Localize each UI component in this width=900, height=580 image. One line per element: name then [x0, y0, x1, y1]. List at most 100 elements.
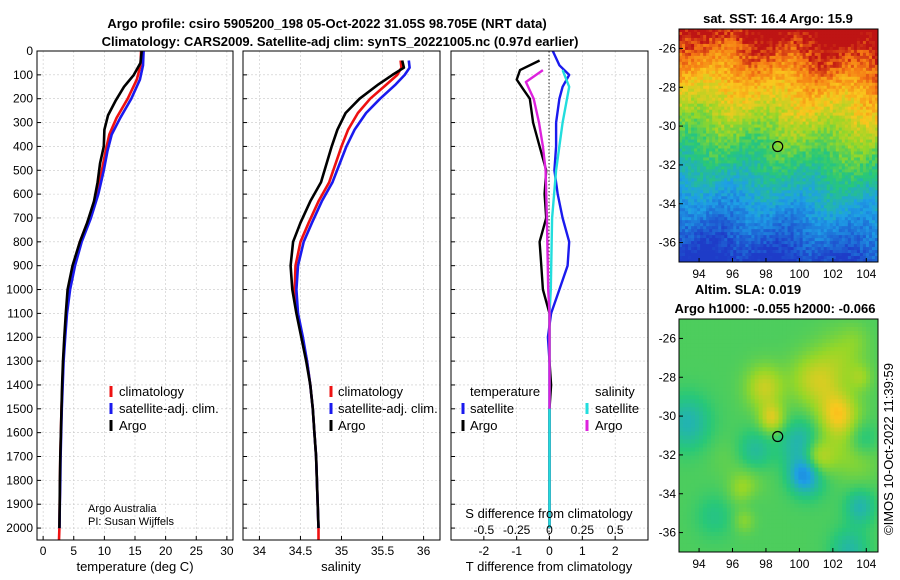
- figure-title-line1: Argo profile: csiro 5905200_198 05-Oct-2…: [107, 16, 546, 31]
- map-cell: [784, 217, 788, 221]
- map-cell: [802, 73, 807, 78]
- map-cell: [721, 100, 725, 105]
- map-cell: [763, 199, 767, 203]
- map-cell: [763, 172, 767, 176]
- map-cell: [721, 178, 725, 182]
- map-cell: [694, 130, 698, 134]
- map-cell: [766, 160, 770, 164]
- map-cell: [787, 94, 791, 99]
- map-cell: [739, 184, 743, 188]
- map-cell: [697, 190, 701, 194]
- map-cell: [706, 37, 710, 42]
- map-cell: [688, 61, 692, 66]
- map-cell: [679, 37, 683, 42]
- map-cell: [739, 130, 743, 134]
- map-cell: [814, 109, 819, 114]
- map-cell: [769, 178, 773, 182]
- map-cell: [841, 52, 846, 57]
- map-cell: [856, 103, 861, 108]
- map-cell: [775, 193, 779, 197]
- map-cell: [802, 172, 807, 176]
- map-cell: [871, 169, 876, 173]
- map-cell: [742, 97, 746, 102]
- map-cell: [796, 235, 801, 239]
- map-cell: [862, 88, 867, 93]
- map-cell: [730, 97, 734, 102]
- map-cell: [754, 154, 758, 158]
- map-cell: [715, 121, 719, 125]
- map-cell: [820, 85, 825, 90]
- map-cell: [781, 172, 785, 176]
- map-cell: [754, 166, 758, 170]
- map-cell: [760, 76, 764, 81]
- map-cell: [790, 157, 794, 161]
- map-cell: [754, 100, 758, 105]
- map-cell: [733, 226, 737, 230]
- map-cell: [742, 181, 746, 185]
- map-cell: [694, 142, 698, 146]
- map-cell: [706, 31, 710, 36]
- map-cell: [829, 52, 834, 57]
- map-cell: [685, 112, 689, 117]
- map-cell: [766, 85, 770, 90]
- map-cell: [844, 55, 849, 60]
- map-cell: [838, 67, 843, 72]
- map-cell: [772, 202, 776, 206]
- map-cell: [757, 184, 761, 188]
- map-cell: [859, 136, 864, 140]
- map-cell: [679, 169, 683, 173]
- map-cell: [751, 154, 755, 158]
- map-cell: [841, 202, 846, 206]
- map-cell: [865, 79, 870, 84]
- map-cell: [802, 100, 807, 105]
- map-cell: [862, 232, 867, 236]
- map-cell: [874, 148, 879, 152]
- map-cell: [859, 103, 864, 108]
- map-cell: [712, 205, 716, 209]
- map-cell: [811, 178, 816, 182]
- map-cell: [778, 220, 782, 224]
- map-cell: [775, 145, 779, 149]
- map-cell: [742, 52, 746, 57]
- map-cell: [799, 232, 804, 236]
- map-cell: [778, 76, 782, 81]
- map-cell: [712, 172, 716, 176]
- map-cell: [739, 214, 743, 218]
- map-cell: [808, 157, 813, 161]
- map-cell: [691, 145, 695, 149]
- map-cell: [826, 163, 831, 167]
- map-cell: [790, 40, 794, 45]
- map-cell: [727, 175, 731, 179]
- map-cell: [769, 52, 773, 57]
- map-cell: [727, 133, 731, 137]
- map-cell: [694, 73, 698, 78]
- map-cell: [691, 43, 695, 48]
- map-cell: [868, 43, 873, 48]
- map-cell: [817, 85, 822, 90]
- map-cell: [778, 232, 782, 236]
- map-cell: [781, 136, 785, 140]
- map-cell: [682, 193, 686, 197]
- map-cell: [694, 214, 698, 218]
- map-cell: [862, 211, 867, 215]
- map-cell: [715, 214, 719, 218]
- map-cell: [706, 43, 710, 48]
- map-cell: [784, 109, 788, 114]
- map-cell: [706, 58, 710, 63]
- map-cell: [721, 130, 725, 134]
- map-cell: [748, 214, 752, 218]
- map-cell: [763, 85, 767, 90]
- map-cell: [829, 226, 834, 230]
- map-cell: [772, 163, 776, 167]
- map-cell: [814, 70, 819, 75]
- map-cell: [823, 79, 828, 84]
- map-cell: [763, 130, 767, 134]
- xtick-label: 36: [417, 544, 431, 558]
- map-cell: [859, 115, 864, 120]
- map-cell: [778, 49, 782, 54]
- temperature-xlabel: temperature (deg C): [76, 559, 193, 574]
- map-cell: [793, 118, 797, 123]
- map-cell: [832, 226, 837, 230]
- map-cell: [793, 79, 797, 84]
- map-cell: [733, 139, 737, 143]
